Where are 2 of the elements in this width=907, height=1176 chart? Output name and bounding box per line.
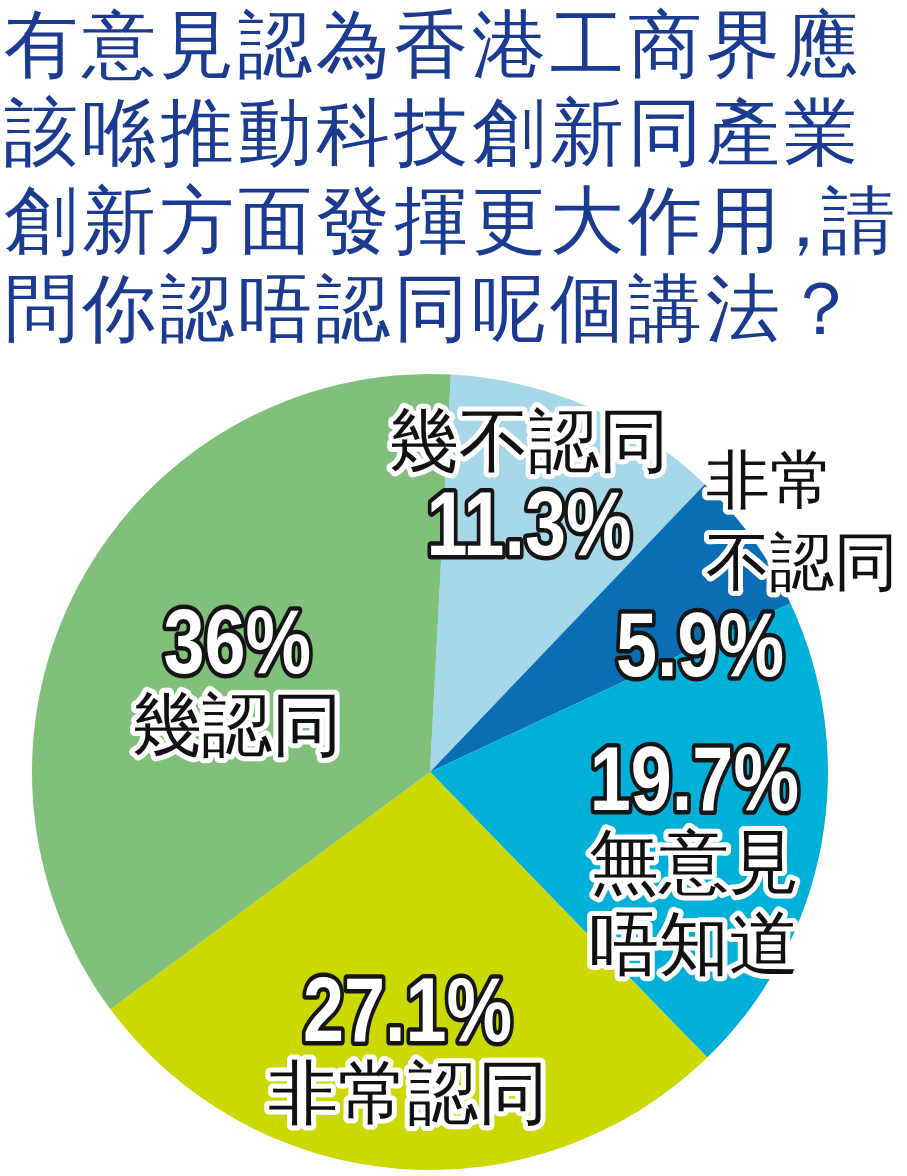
chart-title: 有意見認為香港工商界應該喺推動科技創新同產業創新方面發揮更大作用，請問你認唔認同呢個講法？ (4, 1, 899, 351)
data-label: 19.7% (589, 729, 799, 829)
